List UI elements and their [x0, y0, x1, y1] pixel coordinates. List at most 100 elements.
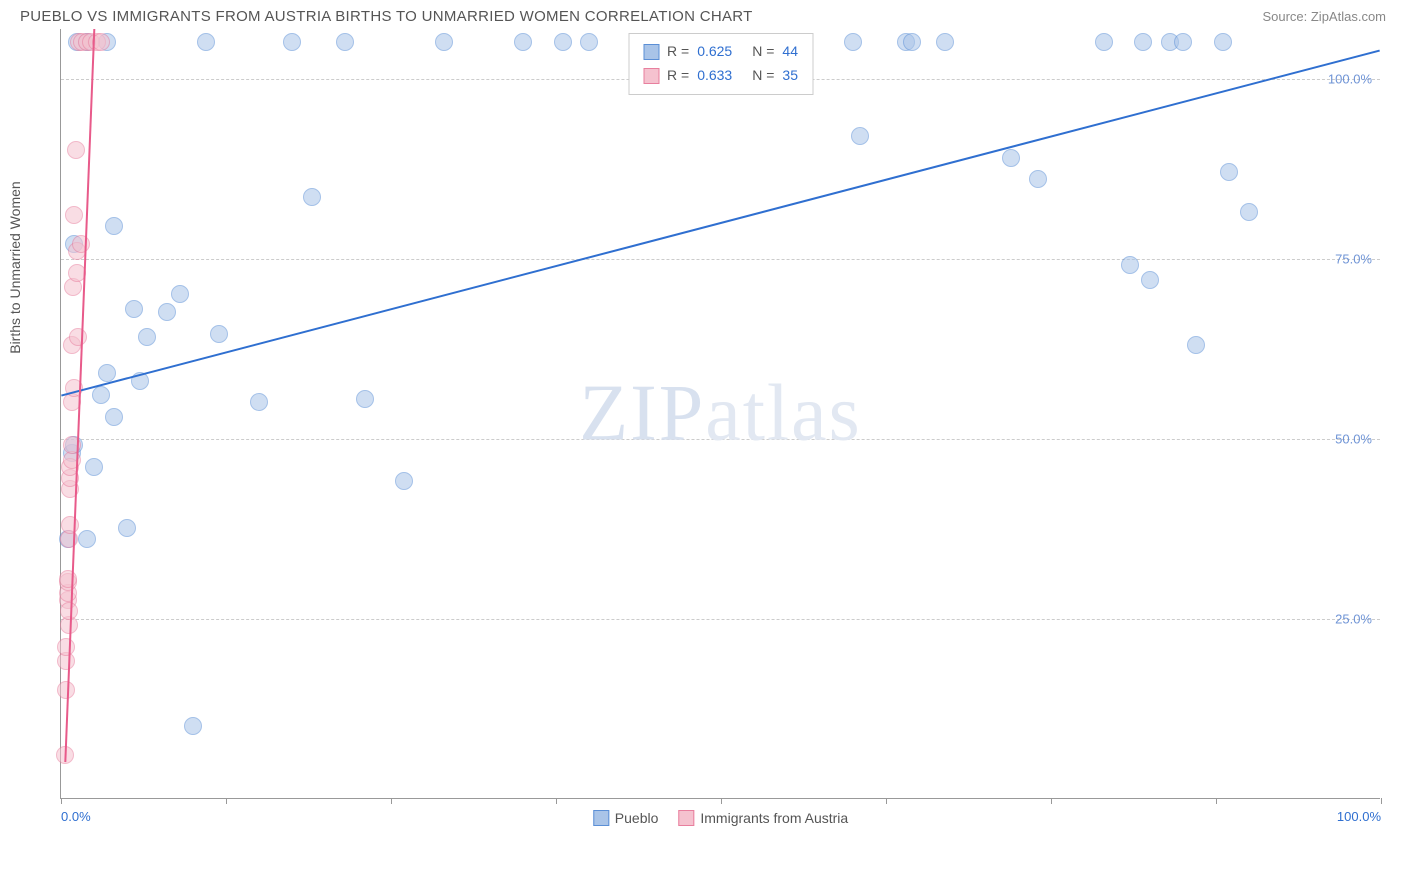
gridline [61, 439, 1380, 440]
legend-r-value: 0.625 [697, 40, 732, 64]
legend-n-label: N = [752, 40, 774, 64]
scatter-point [158, 303, 176, 321]
gridline [61, 259, 1380, 260]
scatter-point [92, 33, 110, 51]
scatter-point [92, 386, 110, 404]
legend-item: Immigrants from Austria [678, 810, 848, 826]
legend-swatch [643, 68, 659, 84]
scatter-point [250, 393, 268, 411]
scatter-point [57, 638, 75, 656]
scatter-point [1095, 33, 1113, 51]
scatter-point [67, 141, 85, 159]
scatter-point [1220, 163, 1238, 181]
x-tick [556, 798, 557, 804]
y-tick-label: 50.0% [1335, 432, 1372, 447]
scatter-point [65, 379, 83, 397]
scatter-point [60, 602, 78, 620]
scatter-point [1134, 33, 1152, 51]
scatter-point [56, 746, 74, 764]
scatter-point [68, 264, 86, 282]
legend-n-label: N = [752, 64, 774, 88]
scatter-point [844, 33, 862, 51]
trend-lines [61, 29, 1380, 798]
scatter-point [903, 33, 921, 51]
scatter-point [105, 217, 123, 235]
scatter-point [171, 285, 189, 303]
scatter-point [61, 516, 79, 534]
legend-label: Immigrants from Austria [700, 810, 848, 826]
scatter-point [1002, 149, 1020, 167]
page-title: PUEBLO VS IMMIGRANTS FROM AUSTRIA BIRTHS… [20, 8, 753, 25]
scatter-point [65, 206, 83, 224]
scatter-point [303, 188, 321, 206]
scatter-point [1121, 256, 1139, 274]
x-tick [391, 798, 392, 804]
scatter-point [69, 328, 87, 346]
legend-label: Pueblo [615, 810, 659, 826]
scatter-point [851, 127, 869, 145]
scatter-point [1214, 33, 1232, 51]
legend-item: Pueblo [593, 810, 659, 826]
scatter-point [395, 472, 413, 490]
scatter-point [1029, 170, 1047, 188]
scatter-point [1174, 33, 1192, 51]
legend-n-value: 35 [782, 64, 798, 88]
x-tick [721, 798, 722, 804]
scatter-point [435, 33, 453, 51]
x-tick [61, 798, 62, 804]
scatter-plot: ZIPatlas R =0.625N =44R =0.633N =35 Pueb… [60, 29, 1380, 799]
scatter-point [283, 33, 301, 51]
watermark-main: ZIP [579, 369, 705, 457]
legend-swatch [678, 810, 694, 826]
scatter-point [85, 458, 103, 476]
x-tick [1216, 798, 1217, 804]
scatter-point [138, 328, 156, 346]
scatter-point [59, 570, 77, 588]
series-legend: Pueblo Immigrants from Austria [593, 810, 848, 826]
scatter-point [1141, 271, 1159, 289]
x-tick [226, 798, 227, 804]
y-tick-label: 75.0% [1335, 252, 1372, 267]
scatter-point [1240, 203, 1258, 221]
watermark-sub: atlas [705, 369, 862, 457]
scatter-point [514, 33, 532, 51]
legend-r-value: 0.633 [697, 64, 732, 88]
legend-swatch [643, 44, 659, 60]
y-tick-label: 25.0% [1335, 612, 1372, 627]
scatter-point [1187, 336, 1205, 354]
watermark: ZIPatlas [579, 368, 862, 459]
correlation-legend: R = 0.625 N = 44R = 0.633 N = 35 [628, 33, 813, 95]
legend-r-label: R = [667, 64, 689, 88]
scatter-point [356, 390, 374, 408]
header: PUEBLO VS IMMIGRANTS FROM AUSTRIA BIRTHS… [0, 0, 1406, 29]
scatter-point [580, 33, 598, 51]
x-tick-label: 100.0% [1337, 809, 1381, 824]
x-tick [1051, 798, 1052, 804]
x-tick [1381, 798, 1382, 804]
legend-row: R = 0.633 N = 35 [643, 64, 798, 88]
scatter-point [118, 519, 136, 537]
y-axis-label: Births to Unmarried Women [7, 181, 23, 353]
scatter-point [197, 33, 215, 51]
source-attribution: Source: ZipAtlas.com [1262, 9, 1386, 24]
scatter-point [554, 33, 572, 51]
scatter-point [72, 235, 90, 253]
scatter-point [131, 372, 149, 390]
x-tick [886, 798, 887, 804]
scatter-point [63, 436, 81, 454]
scatter-point [78, 530, 96, 548]
x-tick-label: 0.0% [61, 809, 91, 824]
scatter-point [125, 300, 143, 318]
scatter-point [184, 717, 202, 735]
legend-swatch [593, 810, 609, 826]
legend-n-value: 44 [782, 40, 798, 64]
scatter-point [210, 325, 228, 343]
scatter-point [336, 33, 354, 51]
scatter-point [57, 681, 75, 699]
y-tick-label: 100.0% [1328, 72, 1372, 87]
gridline [61, 619, 1380, 620]
scatter-point [105, 408, 123, 426]
chart-container: Births to Unmarried Women ZIPatlas R =0.… [60, 29, 1386, 834]
scatter-point [936, 33, 954, 51]
legend-row: R =0.625N =44 [643, 40, 798, 64]
